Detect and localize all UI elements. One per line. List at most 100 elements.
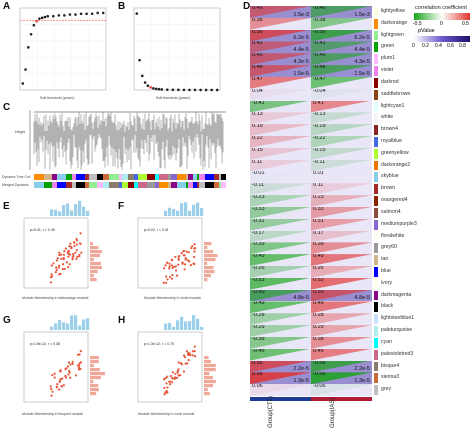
matrix-cell: 0.11 <box>311 183 372 196</box>
matrix-cell: -0.06 <box>311 384 372 396</box>
matrix-row: 0.15 -0.15 <box>250 147 372 160</box>
marginal-hist-bar <box>90 388 99 392</box>
matrix-cell: -0.48 1.5e-5 <box>311 65 372 77</box>
module-color-bar <box>34 174 44 180</box>
data-point <box>171 274 174 277</box>
p-value: 4.8e-5 <box>293 295 309 302</box>
correlation-value: -0.49 <box>252 301 265 307</box>
module-color-swatch <box>374 77 378 88</box>
panel-e-stat: p=0.01, r = 0.49 <box>30 228 55 232</box>
correlation-triangle <box>311 301 372 314</box>
data-point <box>164 281 168 284</box>
data-point <box>68 369 71 372</box>
correlation-triangle <box>311 136 372 148</box>
p-value: 4.3e-5 <box>354 59 370 66</box>
data-point <box>64 247 67 250</box>
p-value: 1.5e-5 <box>293 70 309 77</box>
module-color-swatch <box>374 101 378 112</box>
matrix-cell: 0.28 <box>311 313 372 326</box>
marginal-hist-bar <box>86 318 90 330</box>
data-point <box>50 264 53 267</box>
correlation-value: -0.45 <box>313 53 326 59</box>
correlation-triangle <box>250 206 311 219</box>
legend-tick-a1: -0.5 <box>413 21 422 27</box>
correlation-value: 0.11 <box>252 159 263 165</box>
module-name: darkred <box>381 78 399 85</box>
merged-color-bar <box>34 182 44 188</box>
data-point <box>154 87 158 91</box>
module-color-bar <box>205 174 214 180</box>
module-color-swatch <box>374 125 378 135</box>
data-point <box>58 251 61 254</box>
module-color-bar <box>85 174 89 180</box>
merged-color-bar <box>128 182 134 188</box>
correlation-value: -0.11 <box>252 183 265 189</box>
correlation-triangle <box>311 147 372 160</box>
data-point <box>53 372 56 375</box>
module-name: floralwhite <box>381 232 405 239</box>
correlation-triangle <box>250 313 311 326</box>
data-point <box>59 377 62 381</box>
module-name: darkorange2 <box>381 161 411 168</box>
data-point <box>163 378 166 381</box>
data-point <box>135 12 139 15</box>
data-point <box>193 250 196 253</box>
module-color-swatch <box>374 18 378 29</box>
marginal-hist-bar <box>90 266 102 270</box>
matrix-cell: 0.33 <box>311 206 372 219</box>
correlation-triangle <box>311 372 372 385</box>
correlation-value: 0.17 <box>313 230 324 236</box>
correlation-triangle <box>311 242 372 255</box>
correlation-matrix: 0.46 1.5e-3 -0.46 1.5e-3 0.38 -0.38 0.56 6.2e-5… <box>250 6 372 396</box>
data-point <box>43 15 47 19</box>
module-color-bar <box>147 174 155 180</box>
data-point <box>210 88 213 92</box>
correlation-value: -0.33 <box>252 206 265 212</box>
correlation-triangle <box>311 159 372 172</box>
module-name: sienna3 <box>381 374 400 381</box>
marginal-hist-bar <box>200 326 204 330</box>
correlation-triangle <box>311 218 372 231</box>
p-value: 4.4e-5 <box>293 47 309 54</box>
legend-tick-b1: 0 <box>412 43 415 49</box>
data-point <box>78 253 81 257</box>
module-name: blue <box>381 268 391 274</box>
matrix-row: -0.50 4.8e-5 0.50 4.8e-5 <box>250 289 372 302</box>
data-point <box>187 353 190 356</box>
correlation-triangle <box>250 100 311 113</box>
merged-color-bar <box>109 182 119 188</box>
module-color-bar <box>177 174 186 180</box>
module-color-swatch <box>374 137 378 147</box>
matrix-cell: 0.38 <box>250 17 311 30</box>
matrix-cell: -0.56 2.2e-5 <box>311 360 372 373</box>
marginal-hist-bar <box>90 368 100 372</box>
correlation-value: -0.38 <box>252 336 265 342</box>
data-point <box>55 266 58 269</box>
data-point <box>179 362 182 365</box>
data-point <box>59 272 62 275</box>
data-point <box>166 261 169 264</box>
matrix-row: -0.53 0.53 <box>250 277 372 290</box>
panel-b-xlabel: Soft threshold (power) <box>156 96 191 100</box>
module-color-bar <box>109 174 119 180</box>
marginal-hist-bar <box>204 246 208 250</box>
data-point <box>182 88 186 92</box>
correlation-value: 0.33 <box>313 206 324 212</box>
marginal-hist-bar <box>180 203 184 216</box>
data-point <box>199 88 202 92</box>
correlation-value: -0.39 <box>252 242 265 248</box>
data-point <box>62 258 65 261</box>
data-point <box>164 275 168 278</box>
module-color-bar <box>122 174 128 180</box>
correlation-triangle <box>250 266 311 278</box>
merged-color-bar <box>89 182 97 188</box>
correlation-triangle <box>311 17 372 30</box>
matrix-cell: -0.22 <box>311 136 372 148</box>
module-color-swatch <box>374 361 378 372</box>
marginal-hist-bar <box>204 392 210 396</box>
merged-color-bar <box>221 182 226 188</box>
marginal-hist-bar <box>78 325 82 330</box>
data-point <box>67 373 70 376</box>
correlation-value: 0.13 <box>252 112 263 118</box>
module-list: lightyellow darkorange lightgreen green plum… <box>374 6 424 396</box>
